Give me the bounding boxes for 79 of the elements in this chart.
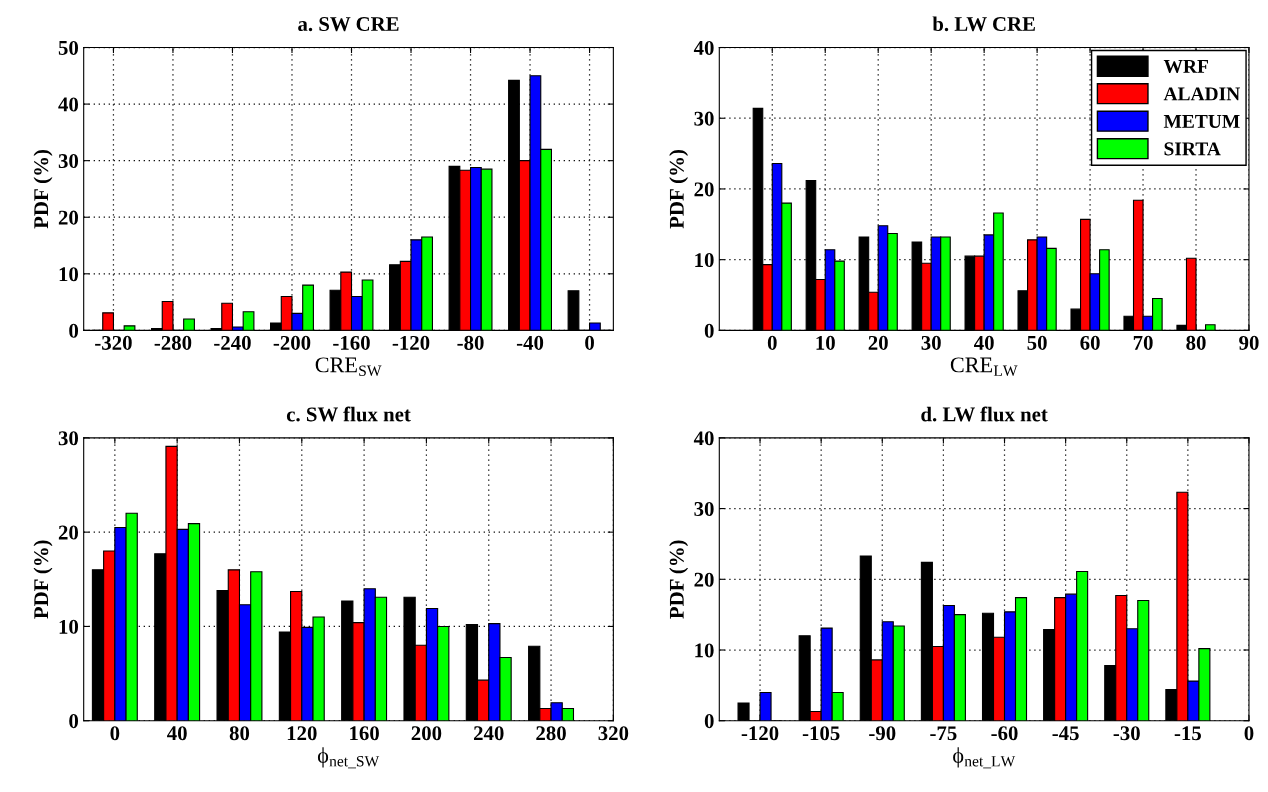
- y-tick-label: 0: [69, 323, 79, 338]
- x-tick-label: -280: [154, 335, 192, 350]
- y-tick-label: 20: [694, 572, 714, 587]
- x-tick-label: -320: [95, 335, 132, 350]
- y-tick-label: 30: [694, 501, 714, 517]
- x-tick-label: 30: [921, 335, 941, 350]
- x-tick-label: -45: [1052, 726, 1079, 741]
- x-axis-title: CRE$_{LW}$: [950, 357, 1018, 377]
- y-tick-label: 10: [695, 643, 714, 658]
- x-tick-label: 120: [287, 726, 317, 741]
- x-tick-label: 80: [1186, 335, 1206, 350]
- x-tick-label: 0: [767, 335, 777, 350]
- x-tick-label: 80: [229, 726, 250, 741]
- y-tick-label: 10: [59, 267, 79, 282]
- x-tick-label: -120: [392, 335, 430, 350]
- x-tick-label: -30: [1113, 726, 1140, 741]
- y-tick-label: 0: [704, 323, 714, 338]
- y-tick-label: 0: [704, 714, 714, 729]
- y-tick-label: 20: [694, 182, 714, 197]
- x-tick-label: 50: [1027, 335, 1047, 350]
- x-tick-label: 20: [868, 335, 888, 350]
- y-tick-label: 30: [58, 431, 79, 446]
- x-tick-label: -75: [930, 726, 957, 741]
- y-tick-label: 40: [693, 40, 714, 55]
- y-axis-title: PDF (%): [669, 540, 689, 619]
- chart-title: d. LW flux net: [921, 406, 1048, 422]
- y-axis-title: PDF (%): [33, 150, 53, 229]
- y-axis-title: PDF (%): [33, 540, 53, 619]
- y-tick-label: 10: [59, 619, 79, 634]
- x-tick-label: -105: [802, 726, 840, 741]
- x-tick-label: 320: [598, 726, 629, 741]
- x-tick-label: 60: [1080, 335, 1100, 350]
- x-tick-label: -80: [457, 335, 484, 350]
- x-tick-label: 10: [816, 335, 835, 350]
- bar: [589, 322, 601, 331]
- x-axis-title: CRE$_{SW}$: [315, 357, 382, 377]
- y-tick-label: 10: [695, 253, 714, 268]
- x-tick-label: 200: [411, 726, 442, 741]
- x-tick-label: 70: [1133, 335, 1153, 350]
- x-tick-label: 280: [536, 726, 566, 741]
- chart-title: b. LW CRE: [932, 16, 1035, 32]
- x-tick-label: -60: [991, 726, 1018, 741]
- bar: [123, 325, 136, 331]
- bar: [737, 702, 750, 721]
- y-tick-label: 30: [58, 154, 79, 169]
- x-tick-label: -160: [333, 335, 370, 350]
- x-tick-label: -90: [869, 726, 896, 741]
- x-tick-label: -200: [273, 335, 311, 350]
- chart-title: a. SW CRE: [298, 17, 399, 32]
- legend-label: SIRTA: [1164, 142, 1221, 156]
- x-tick-label: 0: [1244, 726, 1254, 741]
- x-tick-label: 40: [167, 726, 187, 741]
- y-tick-label: 40: [58, 97, 79, 112]
- y-tick-label: 40: [693, 431, 714, 446]
- x-tick-label: -120: [741, 726, 779, 741]
- chart-title: c. SW flux net: [286, 406, 411, 422]
- x-tick-label: -40: [516, 335, 544, 350]
- y-tick-label: 20: [58, 525, 79, 540]
- bar: [1204, 324, 1216, 331]
- x-tick-label: -15: [1174, 726, 1201, 741]
- x-tick-label: -240: [214, 335, 251, 350]
- x-axis-title: ϕ$_{net_LW}$: [953, 747, 1016, 769]
- legend-label: WRF: [1163, 60, 1208, 74]
- y-tick-label: 30: [694, 111, 714, 126]
- bar: [183, 318, 195, 331]
- x-tick-label: 160: [350, 726, 379, 741]
- x-tick-label: 240: [473, 726, 504, 741]
- x-axis-title: ϕ$_{net_SW}$: [317, 747, 380, 769]
- x-tick-label: 0: [585, 335, 594, 350]
- legend-label: METUM: [1163, 115, 1240, 128]
- y-tick-label: 20: [58, 210, 79, 225]
- x-tick-label: 40: [974, 335, 994, 350]
- x-tick-label: 0: [110, 726, 120, 741]
- y-tick-label: 0: [69, 714, 79, 729]
- x-tick-label: 90: [1239, 335, 1259, 350]
- legend-label: ALADIN: [1163, 87, 1240, 101]
- y-axis-title: PDF (%): [669, 150, 689, 229]
- y-tick-label: 50: [58, 40, 79, 55]
- bar: [567, 290, 580, 331]
